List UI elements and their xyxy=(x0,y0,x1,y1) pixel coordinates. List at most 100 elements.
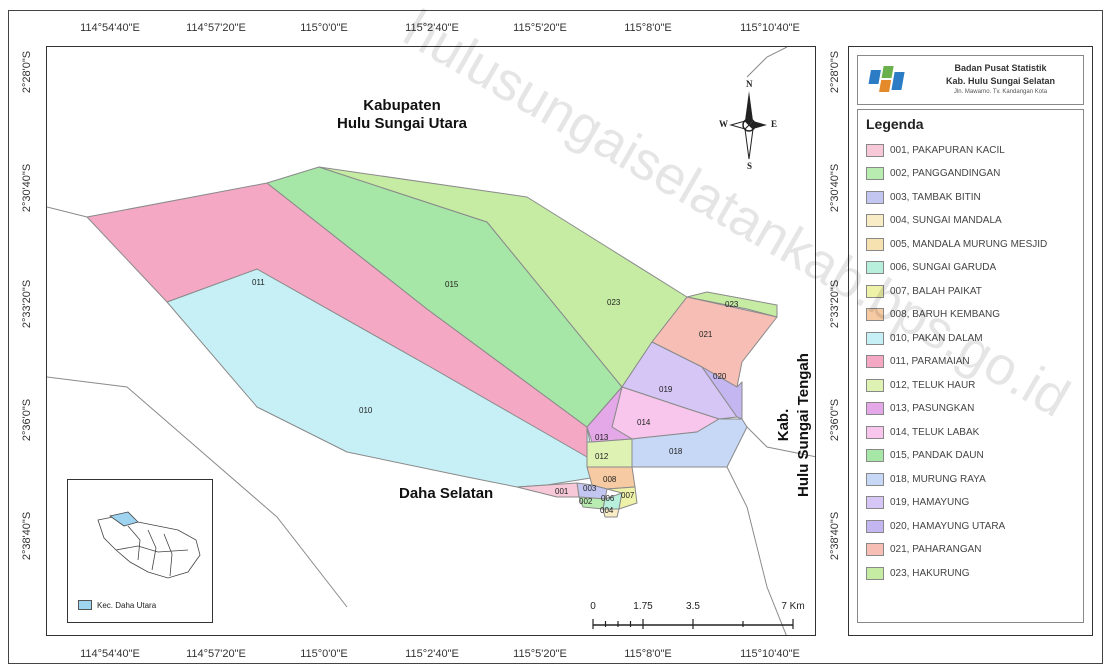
legend-label: 011, PARAMAIAN xyxy=(890,356,970,367)
region-label-south: Daha Selatan xyxy=(399,485,494,502)
legend-swatch xyxy=(866,261,884,274)
legend-item: 018, MURUNG RAYA xyxy=(866,470,986,488)
lon-tick-bottom: 115°8'0"E xyxy=(624,648,672,660)
boundary-line xyxy=(726,466,787,635)
legend-label: 005, MANDALA MURUNG MESJID xyxy=(890,238,1048,250)
legend-item: 002, PANGGANDINGAN xyxy=(866,165,1000,183)
code-label-004: 004 xyxy=(600,506,614,515)
polygon-020 xyxy=(701,366,743,420)
legend-swatch xyxy=(866,566,884,580)
legend-label: 004, SUNGAI MANDALA xyxy=(890,215,1002,226)
north-arrow-compass: N S W E xyxy=(719,79,779,171)
inset-legend-label: Kec. Daha Utara xyxy=(97,600,157,610)
polygon-004 xyxy=(602,508,620,518)
legend-label: 023, HAKURUNG xyxy=(890,567,970,579)
lon-tick-top: 115°8'0"E xyxy=(624,22,672,34)
lat-tick-right: 2°36'0"S xyxy=(829,398,841,442)
legend-item: 015, PANDAK DAUN xyxy=(866,447,984,465)
legend-label: 007, BALAH PAIKAT xyxy=(890,285,982,297)
legend-swatch xyxy=(866,472,884,486)
code-label-013: 013 xyxy=(595,433,609,442)
legend-swatch xyxy=(866,308,884,321)
legend-item: 020, HAMAYUNG UTARA xyxy=(866,517,1005,535)
legend-label: 019, HAMAYUNG xyxy=(890,497,970,508)
code-label-008: 008 xyxy=(603,475,617,484)
legend-item: 008, BARUH KEMBANG xyxy=(866,306,1000,324)
org-name: Badan Pusat Statistik xyxy=(954,63,1047,73)
legend-swatch xyxy=(866,402,884,415)
legend-label: 001, PAKAPURAN KACIL xyxy=(890,144,1005,156)
header-box: Badan Pusat Statistik Kab. Hulu Sungai S… xyxy=(857,55,1084,105)
region-label-east: Kab. Hulu Sungai Tengah xyxy=(775,353,812,497)
inset-highlight xyxy=(109,511,139,527)
legend-panel: Badan Pusat Statistik Kab. Hulu Sungai S… xyxy=(848,46,1093,636)
legend-item: 006, SUNGAI GARUDA xyxy=(866,259,996,277)
legend-swatch xyxy=(866,331,884,345)
org-region: Kab. Hulu Sungai Selatan xyxy=(945,76,1055,86)
code-label-006: 006 xyxy=(601,494,615,503)
legend-label: 014, TELUK LABAK xyxy=(890,426,980,438)
compass-rose-icon xyxy=(729,91,767,160)
legend-item: 001, PAKAPURAN KACIL xyxy=(866,141,1005,159)
legend-swatch xyxy=(866,214,884,227)
polygon-007 xyxy=(606,486,638,510)
legend-item: 012, TELUK HAUR xyxy=(866,376,975,394)
polygon-013 xyxy=(586,386,633,443)
legend-swatch xyxy=(866,143,884,157)
legend-item: 021, PAHARANGAN xyxy=(866,541,982,559)
code-label-015: 015 xyxy=(445,280,459,289)
legend-swatch xyxy=(866,378,884,392)
legend-item: 003, TAMBAK BITIN xyxy=(866,188,981,206)
legend-label: 002, PANGGANDINGAN xyxy=(890,168,1001,179)
inset-locator-map xyxy=(97,511,201,579)
legend-label: 013, PASUNGKAN xyxy=(890,403,975,414)
legend-swatch xyxy=(866,284,884,298)
scale-label: 1.75 xyxy=(633,601,653,612)
legend-label: 008, BARUH KEMBANG xyxy=(890,309,1001,320)
polygon-012 xyxy=(586,438,633,468)
legend-item: 011, PARAMAIAN xyxy=(866,353,970,371)
inset-legend-swatch xyxy=(78,600,92,610)
lat-tick-left: 2°33'20"S xyxy=(21,279,33,329)
polygon-018 xyxy=(631,418,748,468)
boundary-line xyxy=(746,47,788,78)
org-address: Jln. Mawarno. Tv. Kandangan Kota xyxy=(953,89,1048,95)
inset-legend: Kec. Daha Utara xyxy=(78,600,156,610)
lon-tick-bottom: 115°2'40"E xyxy=(405,648,459,660)
compass-w: W xyxy=(719,119,728,129)
lon-tick-bottom: 115°10'40"E xyxy=(740,648,800,660)
legend-item: 019, HAMAYUNG xyxy=(866,494,969,512)
map-frame xyxy=(8,10,1103,664)
lon-tick-top: 115°0'0"E xyxy=(300,22,348,34)
legend-label: 018, MURUNG RAYA xyxy=(890,473,986,485)
legend-swatch xyxy=(866,167,884,180)
legend-swatch xyxy=(866,190,884,204)
legend-item: 005, MANDALA MURUNG MESJID xyxy=(866,235,1047,253)
scale-bar: 0 1.75 3.5 7 Km xyxy=(587,601,805,635)
legend-swatch xyxy=(866,425,884,439)
boundary-line xyxy=(47,206,88,218)
lon-tick-top: 115°5'20"E xyxy=(513,22,567,34)
legend-swatch xyxy=(866,519,884,533)
boundary-line xyxy=(746,426,815,458)
lon-tick-bottom: 115°0'0"E xyxy=(300,648,348,660)
lon-tick-top: 115°2'40"E xyxy=(405,22,459,34)
map-panel: 011 015 023 023 010 021 019 020 014 013 … xyxy=(46,46,816,636)
compass-s: S xyxy=(747,161,753,171)
lat-tick-right: 2°33'20"S xyxy=(829,279,841,329)
code-label-002: 002 xyxy=(579,497,593,506)
scale-label: 3.5 xyxy=(686,601,700,612)
code-label-007: 007 xyxy=(621,491,635,500)
legend-label: 015, PANDAK DAUN xyxy=(890,450,984,461)
code-label-001: 001 xyxy=(555,487,569,496)
lon-tick-top: 115°10'40"E xyxy=(740,22,800,34)
code-label-012: 012 xyxy=(595,452,609,461)
legend-box: Legenda 001, PAKAPURAN KACIL 002, PANGGAN… xyxy=(857,109,1084,623)
legend-label: 006, SUNGAI GARUDA xyxy=(890,262,997,273)
polygon-023b xyxy=(686,291,778,318)
legend-label: 021, PAHARANGAN xyxy=(890,544,982,555)
code-label-023: 023 xyxy=(725,300,739,309)
code-label-003: 003 xyxy=(583,484,597,493)
lon-tick-top: 114°54'40"E xyxy=(80,22,140,34)
legend-label: 012, TELUK HAUR xyxy=(890,379,976,391)
